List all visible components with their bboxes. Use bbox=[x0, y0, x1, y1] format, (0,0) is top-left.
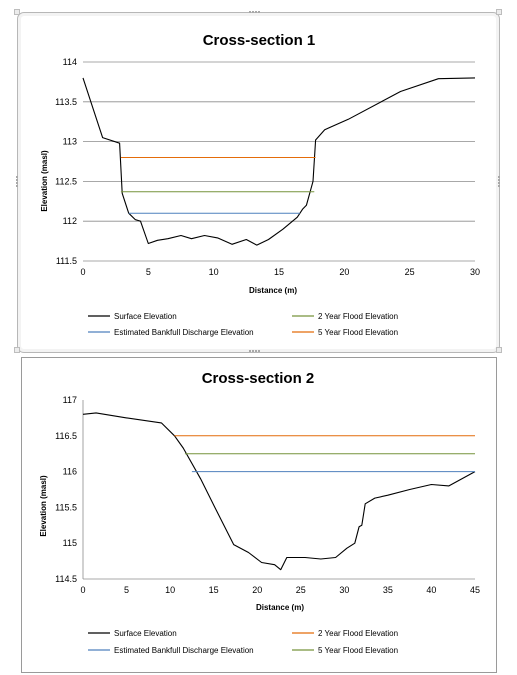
y-tick-label: 115.5 bbox=[55, 502, 77, 512]
x-tick-label: 0 bbox=[80, 585, 85, 595]
x-tick-label: 45 bbox=[470, 585, 480, 595]
y-tick-label: 115 bbox=[63, 538, 77, 548]
resize-handle-left[interactable] bbox=[16, 176, 19, 187]
x-tick-label: 5 bbox=[146, 267, 151, 277]
resize-handle-right[interactable] bbox=[498, 176, 501, 187]
chart-container-cross-section-1[interactable]: Cross-section 1 111.5 112 112.5 113 113.5 114… bbox=[17, 12, 500, 353]
resize-handle-top-left[interactable] bbox=[14, 9, 20, 15]
series-lines bbox=[82, 77, 476, 246]
y-tick-label: 113 bbox=[63, 137, 77, 147]
series-lines bbox=[82, 412, 476, 571]
x-tick-label: 20 bbox=[339, 267, 349, 277]
y-axis-label: Elevation (masl) bbox=[40, 150, 49, 212]
y-axis-label: Elevation (masl) bbox=[39, 475, 48, 537]
x-tick-label: 35 bbox=[383, 585, 393, 595]
x-tick-labels: 0 5 10 15 20 25 30 35 40 45 bbox=[80, 585, 480, 595]
x-tick-label: 25 bbox=[405, 267, 415, 277]
series-surface-elevation bbox=[82, 77, 476, 246]
y-tick-labels: 114.5 115 115.5 116 116.5 117 bbox=[55, 395, 77, 584]
x-tick-label: 0 bbox=[80, 267, 85, 277]
x-tick-label: 40 bbox=[426, 585, 436, 595]
chart-title: Cross-section 2 bbox=[202, 370, 315, 387]
cross-section-1-chart: Cross-section 1 111.5 112 112.5 113 113.5 114… bbox=[40, 32, 480, 337]
y-tick-label: 114 bbox=[63, 57, 77, 67]
x-tick-label: 30 bbox=[470, 267, 480, 277]
legend-label: Estimated Bankfull Discharge Elevation bbox=[114, 646, 254, 655]
legend-label: Surface Elevation bbox=[114, 312, 177, 321]
legend-label: 2 Year Flood Elevation bbox=[318, 629, 398, 638]
grid-lines bbox=[83, 61, 475, 262]
chart-container-cross-section-2[interactable]: Cross-section 2 114.5 115 115.5 116 116.5 117… bbox=[21, 357, 497, 673]
cross-section-2-chart: Cross-section 2 114.5 115 115.5 116 116.5 117… bbox=[39, 370, 480, 655]
y-tick-label: 111.5 bbox=[56, 256, 77, 266]
x-tick-label: 15 bbox=[274, 267, 284, 277]
y-tick-label: 116 bbox=[63, 467, 77, 477]
legend: Surface Elevation 2 Year Flood Elevation E… bbox=[88, 312, 398, 337]
axes bbox=[82, 400, 475, 580]
legend-label: Surface Elevation bbox=[114, 629, 177, 638]
chart-title: Cross-section 1 bbox=[203, 32, 316, 49]
legend-label: Estimated Bankfull Discharge Elevation bbox=[114, 328, 254, 337]
y-tick-label: 113.5 bbox=[55, 97, 77, 107]
x-tick-label: 10 bbox=[209, 267, 219, 277]
series-surface-elevation bbox=[82, 412, 476, 571]
x-tick-label: 25 bbox=[296, 585, 306, 595]
y-tick-label: 114.5 bbox=[55, 574, 77, 584]
legend-label: 5 Year Flood Elevation bbox=[318, 328, 398, 337]
resize-handle-bottom[interactable] bbox=[249, 350, 260, 353]
x-tick-label: 20 bbox=[252, 585, 262, 595]
x-axis-label: Distance (m) bbox=[249, 286, 297, 295]
x-tick-label: 5 bbox=[124, 585, 129, 595]
x-tick-label: 30 bbox=[339, 585, 349, 595]
y-tick-label: 117 bbox=[63, 395, 77, 405]
legend: Surface Elevation 2 Year Flood Elevation E… bbox=[88, 629, 398, 655]
x-tick-labels: 0 5 10 15 20 25 30 bbox=[80, 267, 480, 277]
resize-handle-bottom-right[interactable] bbox=[496, 347, 502, 353]
y-tick-label: 116.5 bbox=[55, 431, 77, 441]
x-axis-label: Distance (m) bbox=[256, 603, 304, 612]
resize-handle-bottom-left[interactable] bbox=[14, 347, 20, 353]
x-tick-label: 10 bbox=[165, 585, 175, 595]
y-tick-label: 112 bbox=[63, 216, 77, 226]
x-tick-label: 15 bbox=[209, 585, 219, 595]
resize-handle-top[interactable] bbox=[249, 11, 260, 14]
y-tick-label: 112.5 bbox=[55, 176, 77, 186]
legend-label: 2 Year Flood Elevation bbox=[318, 312, 398, 321]
y-tick-labels: 111.5 112 112.5 113 113.5 114 bbox=[55, 57, 77, 266]
legend-label: 5 Year Flood Elevation bbox=[318, 646, 398, 655]
resize-handle-top-right[interactable] bbox=[496, 9, 502, 15]
